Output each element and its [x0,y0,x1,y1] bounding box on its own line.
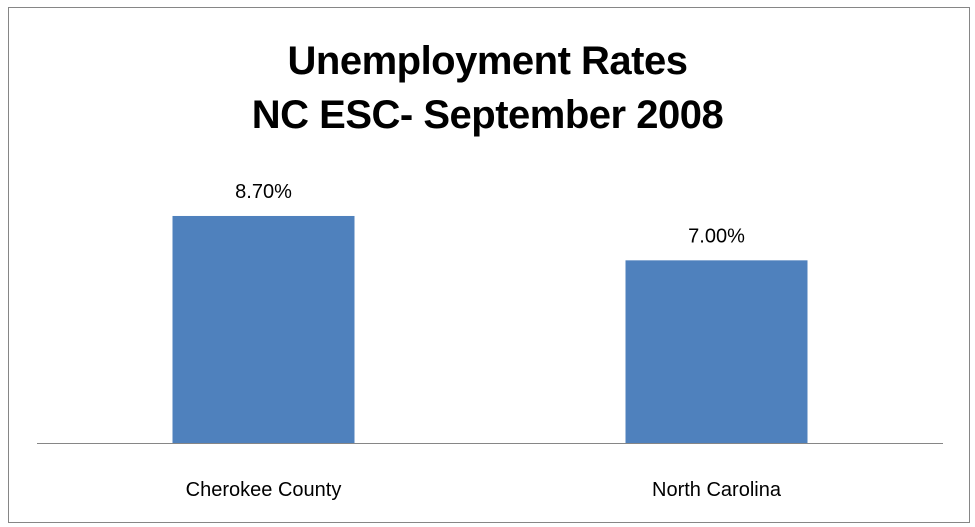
bar-north-carolina [626,260,808,443]
data-label-cherokee-county: 8.70% [235,181,292,203]
x-tick-label-cherokee-county: Cherokee County [186,479,342,501]
x-tick-label-north-carolina: North Carolina [652,479,782,501]
data-label-north-carolina: 7.00% [688,225,745,247]
bar-cherokee-county [173,216,355,443]
